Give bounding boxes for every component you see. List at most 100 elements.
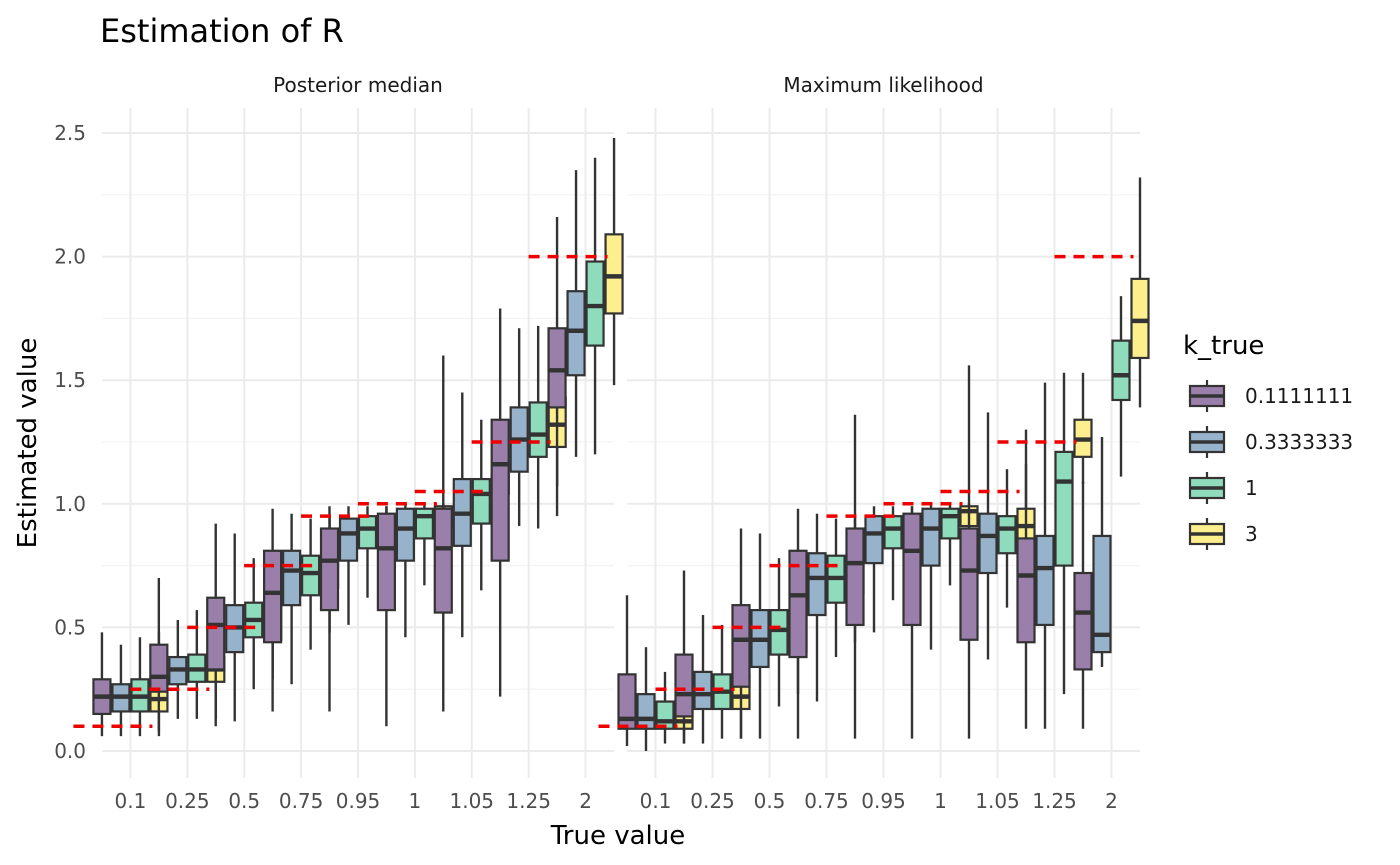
box-body	[807, 552, 827, 617]
legend: k_true 0.1111111 0.3333333 1 3	[1183, 331, 1353, 550]
box-1.25-k0	[490, 308, 510, 697]
box-body	[433, 507, 453, 614]
box-0.1-k1	[111, 644, 131, 737]
box-1-k0	[902, 506, 922, 739]
box-body	[788, 549, 808, 659]
box-body	[319, 527, 340, 612]
box-body	[617, 673, 637, 730]
box-body	[263, 549, 283, 644]
box-body	[471, 477, 491, 525]
box-body	[902, 512, 922, 627]
box-body	[282, 549, 302, 607]
legend-key: 3	[1188, 518, 1258, 550]
box-body	[376, 512, 396, 612]
box-0.5-k2	[769, 558, 789, 707]
box-2-k0	[547, 217, 567, 517]
legend-title: k_true	[1183, 331, 1264, 361]
box-body	[1111, 339, 1131, 402]
box-1.25-k2	[528, 325, 548, 529]
box-0.75-k0	[263, 508, 283, 712]
box-body	[1035, 534, 1055, 627]
box-2-k3	[1130, 177, 1150, 408]
box-body	[1092, 534, 1112, 654]
box-0.25-k0	[674, 570, 694, 744]
box-body	[940, 507, 960, 540]
box-0.5-k1	[750, 533, 770, 739]
box-0.75-k1	[282, 513, 302, 685]
y-tick-label: 2.5	[54, 121, 86, 145]
box-body	[585, 260, 605, 347]
box-body	[864, 515, 884, 565]
x-tick-label: 0.5	[228, 789, 260, 813]
box-body	[674, 653, 694, 718]
legend-label: 1	[1245, 476, 1258, 500]
box-0.75-k0	[788, 508, 808, 739]
box-0.25-k2	[712, 624, 732, 739]
box-body	[731, 604, 751, 688]
box-0.1-k2	[130, 637, 150, 737]
box-1.05-k0	[959, 365, 979, 739]
box-0.75-k2	[826, 518, 846, 658]
box-1.25-k1	[1035, 382, 1055, 729]
x-tick-label: 0.25	[165, 789, 210, 813]
x-tick-label: 1.25	[506, 789, 551, 813]
y-tick-label: 0.5	[54, 615, 86, 639]
x-tick-label: 0.75	[804, 789, 849, 813]
box-1.05-k2	[997, 469, 1017, 608]
x-axis-title: True value	[550, 821, 686, 851]
box-0.5-k0	[206, 523, 226, 727]
legend-label: 0.3333333	[1245, 430, 1353, 454]
facet-strip-label: Maximum likelihood	[783, 73, 983, 97]
box-0.95-k0	[319, 506, 340, 712]
box-0.95-k1	[864, 506, 884, 633]
y-tick-label: 2.0	[54, 245, 86, 269]
x-tick-label: 2	[1105, 789, 1118, 813]
box-body	[414, 507, 434, 540]
box-1-k2	[414, 503, 434, 586]
box-0.25-k2	[187, 610, 207, 719]
box-0.75-k2	[301, 518, 321, 650]
y-axis-title: Estimated value	[13, 338, 43, 549]
box-1-k2	[940, 503, 960, 586]
box-body	[1073, 571, 1093, 671]
legend-label: 3	[1245, 522, 1258, 546]
box-body	[997, 515, 1017, 555]
box-1.05-k1	[452, 392, 472, 638]
box-body	[769, 608, 789, 656]
box-1.05-k0	[433, 355, 453, 712]
legend-label: 0.1111111	[1245, 384, 1353, 408]
x-tick-label: 1.25	[1032, 789, 1077, 813]
box-1.05-k2	[471, 419, 491, 591]
box-2-k2	[585, 157, 605, 455]
x-tick-label: 0.95	[336, 789, 381, 813]
x-tick-label: 0.75	[279, 789, 324, 813]
box-body	[490, 418, 510, 562]
box-body	[959, 527, 979, 641]
legend-key: 0.3333333	[1188, 426, 1353, 458]
box-0.95-k2	[883, 506, 903, 601]
y-tick-label: 0.0	[54, 739, 86, 763]
box-0.75-k1	[807, 513, 827, 702]
box-0.1-k1	[636, 647, 656, 751]
x-tick-label: 0.1	[115, 789, 147, 813]
box-body	[206, 596, 226, 671]
box-body	[883, 515, 903, 550]
y-tick-label: 1.5	[54, 368, 86, 392]
x-tick-label: 0.95	[861, 789, 906, 813]
box-body	[149, 643, 169, 693]
x-tick-label: 0.25	[690, 789, 735, 813]
x-tick-label: 0.1	[640, 789, 672, 813]
box-1-k1	[921, 503, 941, 650]
box-1.25-k3	[1073, 372, 1093, 485]
box-body	[636, 693, 656, 730]
panel-1: Posterior median 0.1 0.25 0.5 0.75 0.95 1 1.05 1…	[54, 73, 624, 813]
box-body	[1130, 277, 1150, 360]
facet-strip-label: Posterior median	[273, 73, 443, 97]
box-2-k1	[566, 170, 586, 457]
chart-title: Estimation of R	[100, 12, 344, 50]
x-tick-label: 1	[934, 789, 947, 813]
box-1.25-k2	[1054, 372, 1074, 695]
x-tick-label: 1.05	[450, 789, 495, 813]
facet-panels: Posterior median 0.1 0.25 0.5 0.75 0.95 1 1.05 1…	[54, 73, 1150, 813]
